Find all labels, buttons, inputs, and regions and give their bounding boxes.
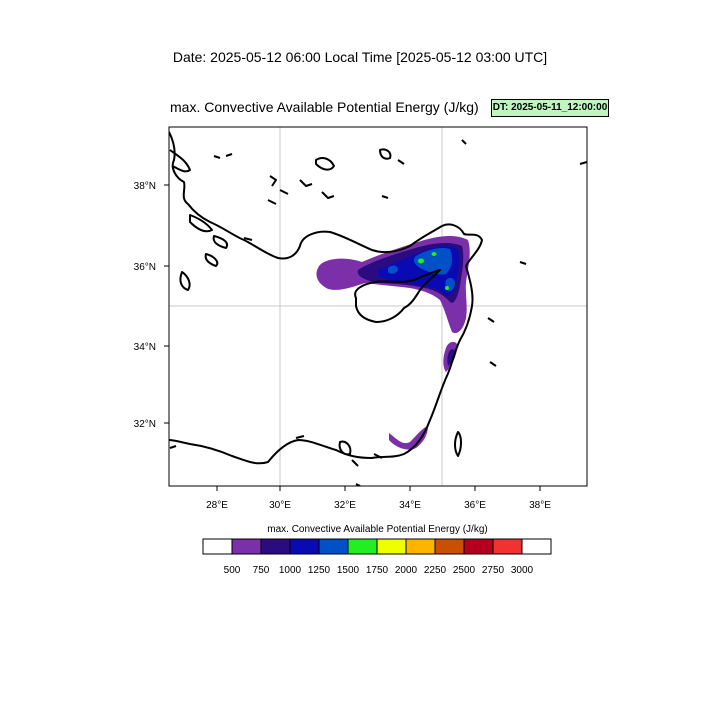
coastline-island-north-10 <box>267 199 277 205</box>
coastline-nile-delta-2 <box>351 459 359 467</box>
coastline-island-north-13 <box>461 139 467 145</box>
coastline-island-east-4 <box>454 431 462 457</box>
cape-500-750-region-south <box>389 426 428 450</box>
lat-tick-labels: 38°N 36°N 34°N 32°N <box>134 181 156 430</box>
colorbar-swatch-6 <box>376 538 407 555</box>
coastline-cyprus <box>354 269 441 323</box>
coastline-turkey-south <box>169 131 483 267</box>
lon-label-30: 30°E <box>269 500 291 511</box>
coastline-island-east-1 <box>519 261 527 265</box>
lon-label-36: 36°E <box>464 500 486 511</box>
colorbar-tick-label: 500 <box>223 565 241 576</box>
cape-1500-1750-core-2 <box>431 252 437 256</box>
colorbar-tick-label: 2500 <box>452 565 476 576</box>
colorbar-title: max. Convective Available Potential Ener… <box>267 524 488 535</box>
colorbar-tick-label: 1000 <box>278 565 302 576</box>
coastline-island-north-5 <box>299 179 313 187</box>
date-line: Date: 2025-05-12 06:00 Local Time [2025-… <box>172 49 548 65</box>
cape-1250-1500-region <box>413 247 453 275</box>
coastline-sinai-1 <box>295 435 305 439</box>
coastline-island-north-1 <box>213 155 221 159</box>
colorbar-swatch-8 <box>434 538 465 555</box>
colorbar-tick-label: 750 <box>252 565 270 576</box>
coastline-rhodes <box>179 271 191 291</box>
coastline-island-east-3 <box>489 361 497 367</box>
map-frame <box>168 126 588 487</box>
colorbar-swatch-5 <box>347 538 378 555</box>
coastline-island-north-12 <box>381 195 389 199</box>
coastline-island-north-7 <box>321 191 335 199</box>
coastlines <box>169 131 587 486</box>
coastline-nile-delta-3 <box>373 453 383 459</box>
coastline-aegean-island-2 <box>212 235 228 249</box>
coastline-levant <box>169 265 474 465</box>
colorbar <box>202 538 552 555</box>
coastline-crete <box>169 149 191 173</box>
cape-shading <box>316 235 470 450</box>
coastline-island-north-9 <box>397 159 405 165</box>
colorbar-swatch-4 <box>318 538 349 555</box>
colorbar-tick-label: 1500 <box>336 565 360 576</box>
cape-1250-1500-region-west <box>388 265 398 274</box>
cape-1500-1750-core-3 <box>445 286 449 290</box>
colorbar-swatch-1 <box>231 538 262 555</box>
field-title: max. Convective Available Potential Ener… <box>170 99 479 115</box>
colorbar-tick-label: 1750 <box>365 565 389 576</box>
colorbar-swatch-9 <box>463 538 494 555</box>
coastline-island-north-6 <box>315 157 335 171</box>
lon-label-34: 34°E <box>399 500 421 511</box>
lon-label-28: 28°E <box>206 500 228 511</box>
colorbar-tick-label: 3000 <box>510 565 534 576</box>
colorbar-swatch-11 <box>521 538 552 555</box>
lat-label-38: 38°N <box>134 181 156 192</box>
colorbar-swatch-3 <box>289 538 320 555</box>
coastline-island-north-8 <box>379 148 392 160</box>
colorbar-tick-label: 2250 <box>423 565 447 576</box>
colorbar-swatch-7 <box>405 538 436 555</box>
colorbar-tick-label: 1250 <box>307 565 331 576</box>
coastline-nile-delta-1 <box>338 440 352 456</box>
colorbar-swatch-10 <box>492 538 523 555</box>
coastline-island-north-11 <box>243 237 253 241</box>
lon-label-32: 32°E <box>334 500 356 511</box>
coastline-aegean-island-1 <box>189 214 213 233</box>
coastline-island-north-3 <box>269 175 277 187</box>
coastline-island-north-2 <box>225 153 233 157</box>
cape-750-1000-region-coastal <box>447 349 455 366</box>
colorbar-tick-label: 2000 <box>394 565 418 576</box>
lat-label-34: 34°N <box>134 342 156 353</box>
lat-label-32: 32°N <box>134 419 156 430</box>
lon-label-38: 38°E <box>529 500 551 511</box>
lat-label-36: 36°N <box>134 262 156 273</box>
colorbar-swatch-2 <box>260 538 291 555</box>
coastline-aegean-island-3 <box>204 253 219 267</box>
coastline-river-1 <box>169 445 177 449</box>
coastline-island-east-2 <box>487 317 495 323</box>
colorbar-tick-label: 2750 <box>481 565 505 576</box>
dt-badge: DT: 2025-05-11_12:00:00 <box>491 99 609 117</box>
lon-tick-labels: 28°E 30°E 32°E 34°E 36°E 38°E <box>206 500 551 511</box>
axis-ticks <box>164 184 541 491</box>
cape-1500-1750-core-1 <box>418 258 424 264</box>
coastline-island-north-4 <box>279 189 289 195</box>
colorbar-swatch-0 <box>202 538 233 555</box>
coastline-island-east-5 <box>579 161 587 165</box>
